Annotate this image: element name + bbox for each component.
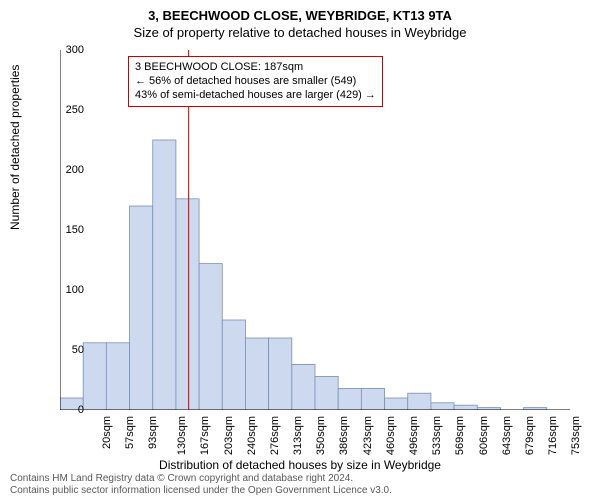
title-main: 3, BEECHWOOD CLOSE, WEYBRIDGE, KT13 9TA [0,0,600,23]
x-tick-label: 423sqm [362,416,374,455]
y-tick-label: 100 [54,284,84,296]
histogram-bar [245,338,268,410]
histogram-bar [431,403,454,410]
x-tick-label: 276sqm [269,416,281,455]
histogram-bar [269,338,292,410]
histogram-bar [385,398,408,410]
x-tick-label: 167sqm [199,416,211,455]
x-tick-label: 313sqm [292,416,304,455]
x-tick-label: 240sqm [246,416,258,455]
y-tick-label: 150 [54,224,84,236]
footer-line-1: Contains HM Land Registry data © Crown c… [10,473,392,485]
x-tick-label: 386sqm [339,416,351,455]
x-tick-label: 716sqm [547,416,559,455]
histogram-bar [315,376,338,410]
histogram-bar [292,364,315,410]
annotation-box: 3 BEECHWOOD CLOSE: 187sqm ← 56% of detac… [128,56,383,107]
y-tick-label: 250 [54,104,84,116]
chart-area: 3 BEECHWOOD CLOSE: 187sqm ← 56% of detac… [60,50,570,410]
annotation-line-1: 3 BEECHWOOD CLOSE: 187sqm [135,61,376,75]
y-tick-label: 200 [54,164,84,176]
histogram-bar [106,343,129,410]
x-tick-label: 350sqm [315,416,327,455]
x-tick-label: 20sqm [101,416,113,449]
histogram-bar [176,199,199,410]
histogram-bar [153,140,176,410]
x-tick-label: 130sqm [176,416,188,455]
histogram-bar [454,405,477,410]
histogram-bar [199,264,222,410]
histogram-bar [408,393,431,410]
x-tick-label: 753sqm [570,416,582,455]
annotation-line-3: 43% of semi-detached houses are larger (… [135,89,376,103]
x-tick-label: 460sqm [385,416,397,455]
x-tick-label: 203sqm [223,416,235,455]
x-axis-label: Distribution of detached houses by size … [0,458,600,472]
chart-container: 3, BEECHWOOD CLOSE, WEYBRIDGE, KT13 9TA … [0,0,600,500]
x-tick-label: 569sqm [454,416,466,455]
footer-line-2: Contains public sector information licen… [10,485,392,497]
histogram-bar [130,206,153,410]
x-tick-label: 93sqm [147,416,159,449]
x-tick-label: 496sqm [408,416,420,455]
histogram-bar [222,320,245,410]
x-tick-label: 679sqm [524,416,536,455]
annotation-line-2: ← 56% of detached houses are smaller (54… [135,75,376,89]
title-sub: Size of property relative to detached ho… [0,25,600,40]
histogram-bar [83,343,106,410]
y-tick-label: 0 [54,404,84,416]
y-tick-label: 300 [54,44,84,56]
histogram-bar [338,388,361,410]
x-tick-label: 533sqm [431,416,443,455]
x-tick-label: 606sqm [478,416,490,455]
y-axis-label: Number of detached properties [8,65,22,230]
x-tick-label: 57sqm [124,416,136,449]
histogram-bar [361,388,384,410]
y-tick-label: 50 [54,344,84,356]
x-tick-label: 643sqm [501,416,513,455]
footer-attribution: Contains HM Land Registry data © Crown c… [10,473,392,496]
